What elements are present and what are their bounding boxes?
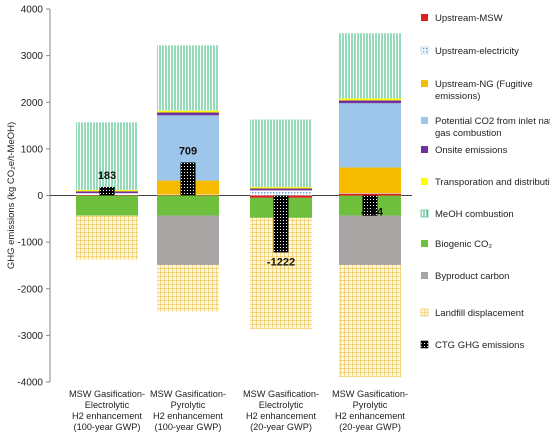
bar-segment-meoh-combustion <box>339 33 401 99</box>
legend-label: Upstream-electricity <box>435 46 519 57</box>
bar-segment-biogenic-co <box>76 195 138 216</box>
data-label: -434 <box>361 207 384 219</box>
y-tick-label: -2000 <box>17 284 43 295</box>
category-label-line: H2 enhancement <box>335 411 405 421</box>
category-label-line: (100-year GWP) <box>74 422 141 432</box>
net-ctg-bar <box>362 195 378 216</box>
bar-segment-landfill-displacement <box>76 215 138 260</box>
category-label-line: MSW Gasification- <box>69 389 145 399</box>
legend-swatch <box>421 272 428 279</box>
bar-segment-transporation-and-distribution <box>339 98 401 101</box>
net-bars <box>99 162 378 253</box>
category-label-line: (100-year GWP) <box>155 422 222 432</box>
bar-segment-landfill-displacement <box>157 264 219 312</box>
category-label-line: MSW Gasification- <box>243 389 319 399</box>
data-labels: 183 709 -1222 -434 <box>98 145 384 268</box>
legend-label: Upstream-MSW <box>435 13 503 24</box>
legend: Upstream-MSW Upstream-electricity Upstream… <box>420 13 550 351</box>
bar-segment-meoh-combustion <box>157 45 219 111</box>
legend-label: Transporation and distribution <box>435 177 550 188</box>
net-ctg-bar <box>273 195 289 253</box>
bar-segment-upstream-msw <box>339 193 401 196</box>
y-tick-label: -1000 <box>17 238 43 249</box>
bar-segment-transporation-and-distribution <box>157 110 219 113</box>
legend-label: CTG GHG emissions <box>435 340 524 351</box>
category-label-line: Electrolytic <box>85 400 130 410</box>
bar-segment-byproduct-carbon <box>157 215 219 265</box>
bar-segment-onsite-emissions <box>157 112 219 116</box>
bar-segment-onsite-emissions <box>339 100 401 104</box>
y-tick-label: 3000 <box>21 51 44 62</box>
category-label-line: H2 enhancement <box>246 411 316 421</box>
legend-label: MeOH combustion <box>435 209 514 220</box>
y-tick-label: 2000 <box>21 98 44 109</box>
bars <box>76 33 401 377</box>
data-label: -1222 <box>267 256 295 268</box>
category-label-line: H2 enhancement <box>153 411 223 421</box>
net-ctg-bar <box>99 186 115 196</box>
y-tick-label: -4000 <box>17 378 43 389</box>
legend-swatch <box>421 178 428 185</box>
legend-swatch <box>421 117 428 124</box>
y-tick-label: -3000 <box>17 331 43 342</box>
legend-swatch <box>420 209 429 218</box>
legend-label: Biogenic CO₂ <box>435 239 492 250</box>
bar-segment-potential-co2-from-inlet-natural-gas-combustion <box>339 103 401 168</box>
y-tick-label: 4000 <box>21 5 44 16</box>
net-ctg-bar <box>180 162 196 196</box>
bar-segment-landfill-displacement <box>339 264 401 377</box>
y-axis-title: GHG emissions (kg CO₂e/t-MeOH) <box>6 122 17 269</box>
legend-swatch <box>421 146 428 153</box>
legend-label: Byproduct carbon <box>435 271 509 282</box>
bar-segment-transporation-and-distribution <box>250 187 312 189</box>
data-label: 183 <box>98 170 116 182</box>
legend-swatch <box>421 240 428 247</box>
bar-segment-meoh-combustion <box>250 119 312 188</box>
bar-segment-onsite-emissions <box>250 188 312 191</box>
legend-swatch <box>420 46 429 55</box>
legend-label: Onsite emissions <box>435 145 508 156</box>
category-label-line: MSW Gasification- <box>332 389 408 399</box>
legend-label: Upstream-NG (Fugitive emissions) <box>435 79 533 102</box>
bar-segment-meoh-combustion <box>76 122 138 190</box>
bar-segment-byproduct-carbon <box>339 215 401 265</box>
bar-segment-upstream-electricity <box>250 190 312 196</box>
y-tick-label: 0 <box>37 191 43 202</box>
category-label-line: MSW Gasification- <box>150 389 226 399</box>
category-label-line: Electrolytic <box>259 400 304 410</box>
data-label: 709 <box>179 145 197 157</box>
bar-segment-biogenic-co <box>157 195 219 216</box>
category-label-line: Pyrolytic <box>353 400 388 410</box>
category-label-line: H2 enhancement <box>72 411 142 421</box>
category-label-line: Pyrolytic <box>171 400 206 410</box>
legend-swatch <box>421 80 428 87</box>
category-label-line: (20-year GWP) <box>250 422 312 432</box>
bar-segment-upstream-electricity <box>339 193 401 194</box>
legend-label: Potential CO2 from inlet naturalgas comb… <box>435 116 550 139</box>
legend-swatch <box>420 340 429 349</box>
legend-swatch <box>420 308 429 317</box>
y-tick-label: 1000 <box>21 144 44 155</box>
bar-segment-upstream-ng-fugitive-emissions <box>339 167 401 194</box>
legend-label: Landfill displacement <box>435 308 524 319</box>
legend-swatch <box>421 14 428 21</box>
category-label-line: (20-year GWP) <box>339 422 401 432</box>
